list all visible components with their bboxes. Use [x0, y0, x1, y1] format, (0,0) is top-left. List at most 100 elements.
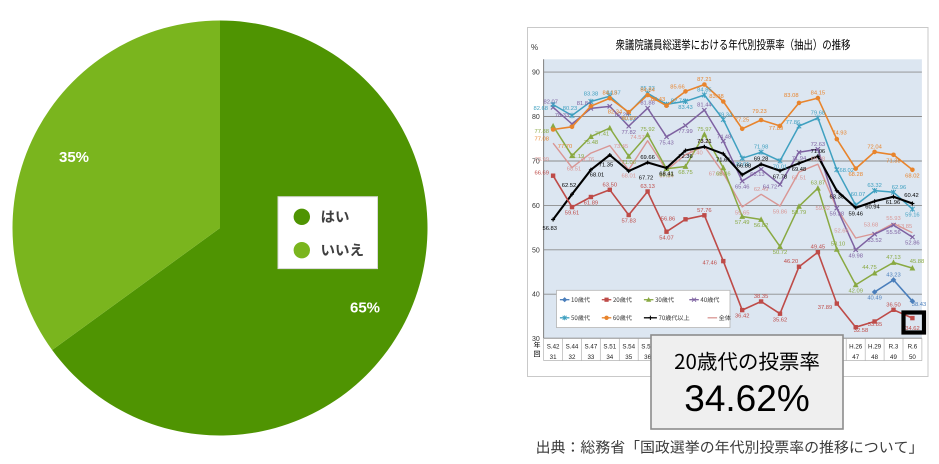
svg-text:67.51: 67.51 — [792, 176, 807, 182]
svg-text:53.52: 53.52 — [867, 238, 882, 244]
svg-text:46.20: 46.20 — [784, 259, 799, 265]
svg-text:90: 90 — [532, 70, 540, 77]
svg-text:68.41: 68.41 — [659, 172, 674, 178]
svg-text:57.49: 57.49 — [735, 220, 750, 226]
svg-text:44.75: 44.75 — [862, 265, 877, 271]
svg-text:62.49: 62.49 — [754, 187, 769, 193]
svg-text:79.68: 79.68 — [811, 111, 826, 117]
svg-text:50: 50 — [532, 247, 540, 254]
svg-text:68.75: 68.75 — [678, 170, 693, 176]
svg-text:38.43: 38.43 — [912, 302, 927, 308]
svg-text:73.45: 73.45 — [614, 144, 629, 150]
svg-text:77.25: 77.25 — [735, 118, 750, 124]
svg-text:67.78: 67.78 — [773, 174, 788, 180]
svg-text:47.13: 47.13 — [886, 255, 901, 261]
svg-text:55.56: 55.56 — [886, 230, 901, 236]
svg-text:82.68: 82.68 — [533, 106, 548, 112]
svg-text:59.61: 59.61 — [565, 211, 580, 217]
svg-text:77.08: 77.08 — [534, 137, 549, 143]
svg-text:85.66: 85.66 — [670, 84, 685, 90]
svg-text:84.85: 84.85 — [697, 88, 712, 94]
svg-text:60.42: 60.42 — [904, 193, 919, 199]
svg-text:68.02: 68.02 — [840, 168, 855, 174]
svg-text:68.13: 68.13 — [750, 172, 765, 178]
svg-text:68.46: 68.46 — [716, 171, 731, 177]
svg-text:84.57: 84.57 — [606, 91, 621, 97]
svg-text:74.93: 74.93 — [832, 131, 847, 137]
svg-text:68.02: 68.02 — [905, 173, 920, 179]
svg-text:S.55: S.55 — [641, 344, 654, 351]
svg-text:70: 70 — [532, 159, 540, 166]
svg-text:32: 32 — [569, 354, 576, 361]
svg-text:50.10: 50.10 — [831, 241, 846, 247]
svg-text:75.48: 75.48 — [584, 140, 599, 146]
svg-text:77.70: 77.70 — [558, 144, 573, 150]
svg-text:66.88: 66.88 — [737, 164, 752, 170]
svg-text:59.86: 59.86 — [773, 210, 788, 216]
svg-text:81.88: 81.88 — [640, 101, 655, 107]
svg-text:67.26: 67.26 — [709, 172, 724, 178]
svg-text:80.82: 80.82 — [621, 117, 636, 123]
svg-text:80.97: 80.97 — [621, 116, 636, 122]
svg-text:71.06: 71.06 — [621, 160, 636, 166]
svg-text:50.72: 50.72 — [773, 250, 788, 256]
svg-text:81.84: 81.84 — [577, 101, 592, 107]
svg-text:40.49: 40.49 — [867, 296, 882, 302]
svg-text:74.57: 74.57 — [630, 135, 645, 141]
svg-text:36.50: 36.50 — [886, 302, 901, 308]
svg-text:60.07: 60.07 — [851, 192, 866, 198]
svg-text:87.21: 87.21 — [697, 77, 712, 83]
svg-text:77.99: 77.99 — [678, 129, 693, 135]
svg-text:71.38: 71.38 — [886, 158, 901, 164]
svg-text:82.29: 82.29 — [615, 113, 630, 119]
svg-text:32.58: 32.58 — [854, 328, 869, 334]
svg-text:69.28: 69.28 — [811, 157, 826, 163]
svg-text:S.51: S.51 — [603, 344, 616, 351]
svg-text:70.61: 70.61 — [735, 162, 750, 168]
svg-text:33: 33 — [587, 354, 594, 361]
svg-text:43.23: 43.23 — [886, 272, 901, 278]
svg-text:57.76: 57.76 — [697, 208, 712, 214]
svg-text:71.94: 71.94 — [792, 156, 807, 162]
svg-text:63.32: 63.32 — [867, 183, 882, 189]
svg-text:82.43: 82.43 — [651, 97, 666, 103]
svg-text:75.43: 75.43 — [659, 140, 674, 146]
svg-text:42.09: 42.09 — [848, 289, 863, 295]
svg-text:71.06: 71.06 — [811, 149, 826, 155]
svg-text:34: 34 — [606, 354, 613, 361]
svg-text:45.88: 45.88 — [910, 259, 925, 265]
svg-text:75.97: 75.97 — [697, 127, 712, 133]
svg-text:H.26: H.26 — [849, 344, 863, 351]
svg-text:84.13: 84.13 — [603, 91, 618, 97]
svg-text:65.46: 65.46 — [735, 185, 750, 191]
svg-text:71.35: 71.35 — [599, 163, 614, 169]
svg-text:69.28: 69.28 — [754, 157, 769, 163]
svg-text:83.08: 83.08 — [784, 93, 799, 99]
svg-text:62.52: 62.52 — [562, 183, 577, 189]
svg-text:81.44: 81.44 — [697, 103, 712, 109]
svg-text:72.04: 72.04 — [867, 144, 882, 150]
svg-text:50: 50 — [909, 354, 916, 361]
svg-text:38.35: 38.35 — [754, 294, 769, 300]
svg-text:59.32: 59.32 — [815, 206, 830, 212]
svg-text:56.86: 56.86 — [661, 217, 676, 223]
svg-text:33.85: 33.85 — [868, 322, 883, 328]
svg-text:70.01: 70.01 — [773, 165, 788, 171]
svg-text:84.15: 84.15 — [811, 91, 826, 97]
svg-text:R.6: R.6 — [908, 344, 918, 351]
svg-text:60.94: 60.94 — [865, 205, 880, 211]
svg-text:68.01: 68.01 — [621, 173, 636, 179]
svg-text:79.34: 79.34 — [718, 112, 733, 118]
svg-text:47: 47 — [852, 354, 859, 361]
svg-text:37.89: 37.89 — [818, 305, 833, 311]
svg-text:53.85: 53.85 — [898, 224, 913, 230]
svg-text:71.76: 71.76 — [580, 157, 595, 163]
svg-text:68.51: 68.51 — [567, 167, 582, 173]
svg-text:63.13: 63.13 — [640, 184, 655, 190]
svg-text:48: 48 — [871, 354, 878, 361]
svg-text:83.38: 83.38 — [584, 92, 599, 98]
svg-text:83.43: 83.43 — [678, 105, 693, 111]
svg-text:%: % — [531, 43, 538, 52]
svg-text:79.23: 79.23 — [752, 109, 767, 115]
svg-text:71.19: 71.19 — [570, 154, 585, 160]
